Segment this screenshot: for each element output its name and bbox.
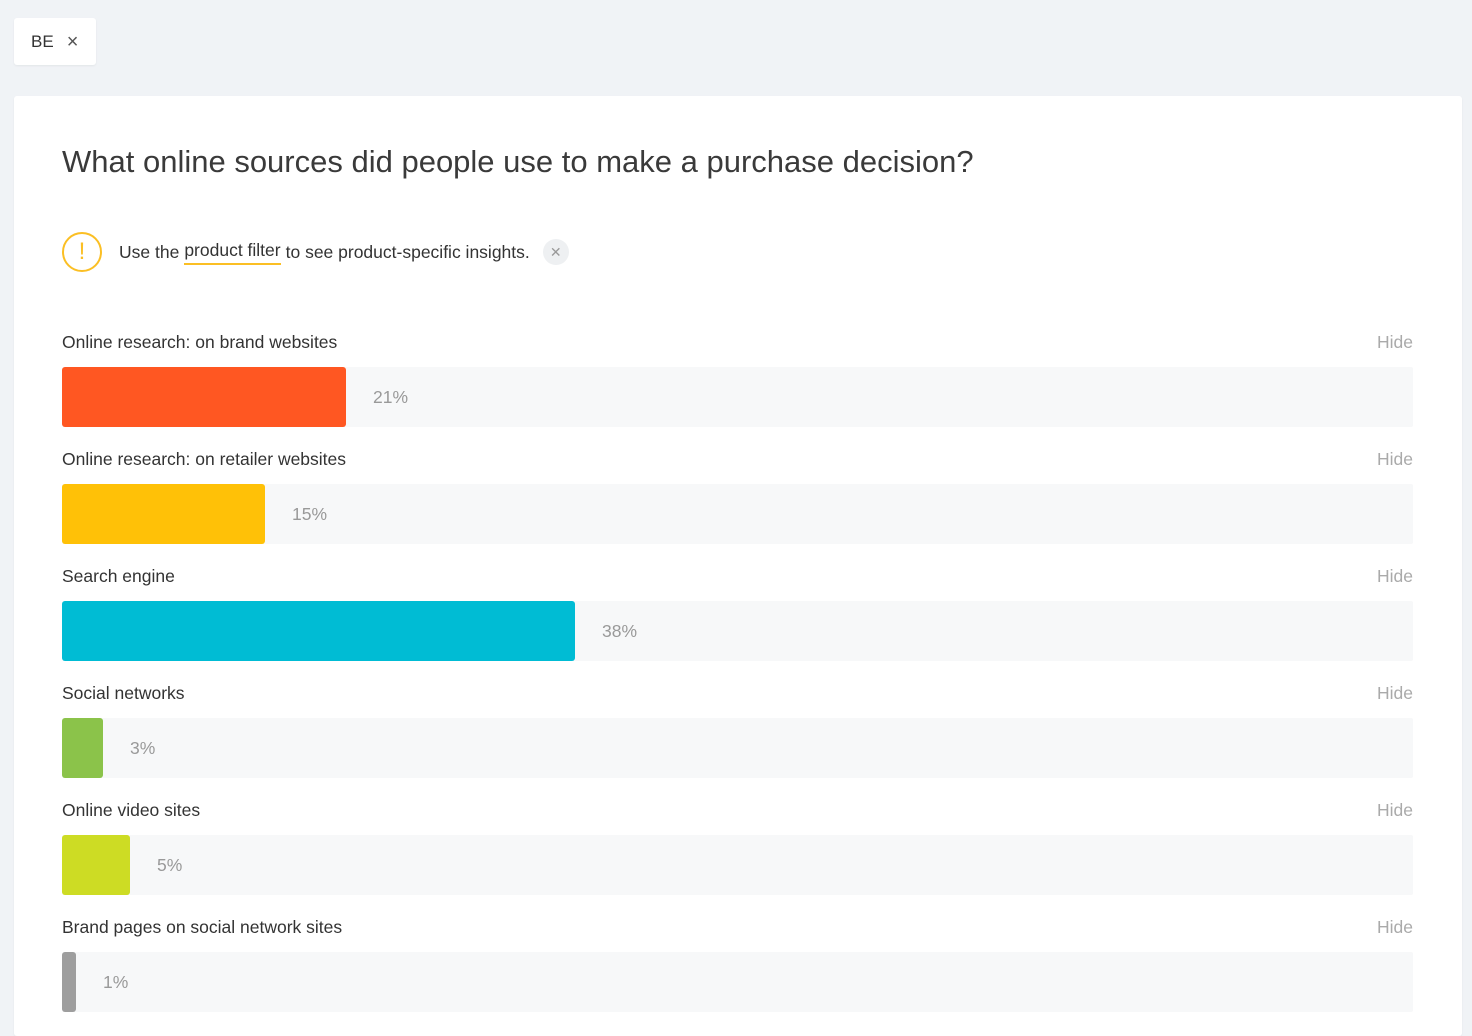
hide-link[interactable]: Hide <box>1377 917 1413 937</box>
dismiss-notice-icon[interactable]: ✕ <box>542 239 569 265</box>
bar-fill <box>62 601 575 661</box>
bar-category-label: Online research: on retailer websites <box>62 449 347 469</box>
bar-value-label: 3% <box>130 738 156 758</box>
hide-link[interactable]: Hide <box>1377 449 1413 469</box>
insight-card: What online sources did people use to ma… <box>14 96 1462 1036</box>
bar-fill <box>62 367 346 427</box>
bar-track: 5% <box>62 835 1413 895</box>
bar-value-label: 5% <box>157 855 183 875</box>
bar-fill <box>62 484 265 544</box>
bar-fill <box>62 718 103 778</box>
hide-link[interactable]: Hide <box>1377 800 1413 820</box>
bar-track: 21% <box>62 367 1413 427</box>
bar-value-label: 21% <box>373 387 409 407</box>
bar-row: Brand pages on social network sites Hide 1… <box>62 915 1413 1032</box>
hide-link[interactable]: Hide <box>1377 683 1413 703</box>
bar-category-label: Search engine <box>62 566 175 586</box>
warning-icon: ! <box>62 232 102 272</box>
bar-category-label: Online research: on brand websites <box>62 332 338 352</box>
bar-row: Online research: on brand websites Hide 21… <box>62 330 1413 447</box>
hide-link[interactable]: Hide <box>1377 332 1413 352</box>
bar-track: 38% <box>62 601 1413 661</box>
page-title: What online sources did people use to ma… <box>62 144 974 179</box>
bar-fill <box>62 835 130 895</box>
bar-value-label: 15% <box>292 504 328 524</box>
country-filter-label: BE <box>31 31 54 51</box>
bar-category-label: Online video sites <box>62 800 201 820</box>
bar-value-label: 1% <box>103 972 129 992</box>
bar-row: Search engine Hide 38% <box>62 564 1413 681</box>
country-filter-chip[interactable]: BE × <box>14 18 96 65</box>
bar-track: 3% <box>62 718 1413 778</box>
bar-row: Online research: on retailer websites Hid… <box>62 447 1413 564</box>
product-filter-notice: ! Use the product filter to see product-… <box>62 230 569 274</box>
bar-category-label: Social networks <box>62 683 185 703</box>
bar-track: 15% <box>62 484 1413 544</box>
bar-row: Online video sites Hide 5% <box>62 798 1413 915</box>
bar-value-label: 38% <box>602 621 638 641</box>
product-filter-link[interactable]: product filter <box>184 240 281 265</box>
bar-row: Social networks Hide 3% <box>62 681 1413 798</box>
bar-category-label: Brand pages on social network sites <box>62 917 343 937</box>
notice-text-before: Use the <box>119 241 180 262</box>
bar-fill <box>62 952 76 1012</box>
close-icon[interactable]: × <box>66 30 79 53</box>
notice-text-after: to see product-specific insights. <box>285 241 530 262</box>
bar-chart: Online research: on brand websites Hide 21… <box>62 330 1413 1032</box>
bar-track: 1% <box>62 952 1413 1012</box>
hide-link[interactable]: Hide <box>1377 566 1413 586</box>
